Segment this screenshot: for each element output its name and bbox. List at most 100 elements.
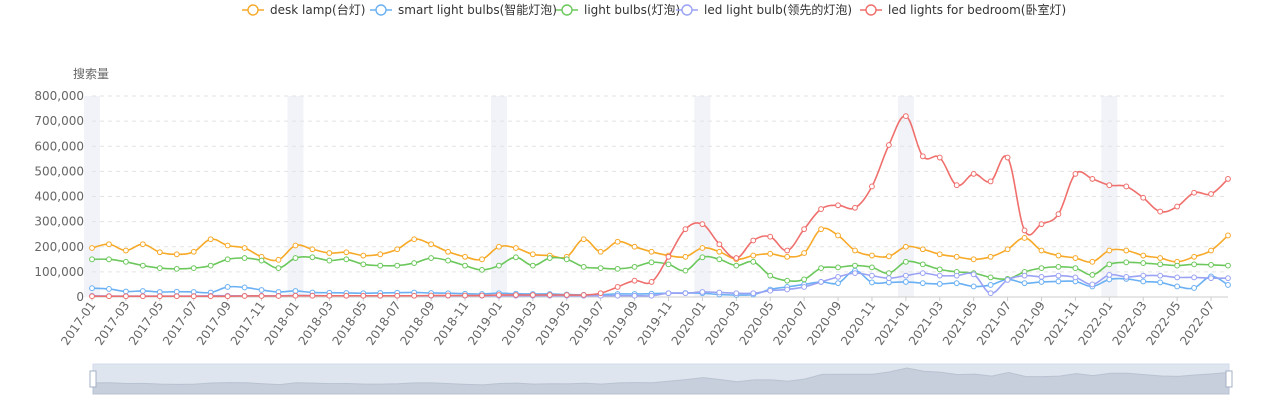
data-point	[716, 256, 723, 263]
data-point	[512, 254, 519, 261]
data-point	[750, 252, 757, 259]
datazoom-slider[interactable]	[89, 363, 1233, 395]
series-4	[89, 113, 1231, 300]
data-point	[1106, 271, 1113, 278]
data-point	[733, 290, 740, 297]
data-point	[1140, 260, 1147, 266]
data-point	[936, 281, 943, 287]
legend-item[interactable]: light bulbs(灯泡)	[556, 3, 680, 17]
data-point	[156, 249, 163, 256]
data-point	[1123, 274, 1130, 280]
data-point	[631, 263, 638, 270]
data-point	[190, 248, 197, 255]
data-point	[835, 264, 841, 271]
data-point	[682, 267, 689, 274]
zoom-preview	[92, 367, 1230, 395]
data-point	[123, 258, 129, 265]
data-point	[1191, 274, 1197, 281]
zoom-handle-left[interactable]	[89, 370, 97, 388]
data-point	[343, 256, 350, 263]
data-point	[563, 292, 570, 298]
data-point	[902, 243, 909, 250]
data-point	[343, 292, 350, 299]
data-point	[1021, 235, 1028, 241]
data-point	[445, 292, 451, 299]
data-point	[902, 113, 909, 119]
data-point	[767, 272, 774, 279]
data-point	[411, 260, 418, 266]
data-point	[224, 256, 231, 263]
data-point	[190, 265, 197, 272]
data-point	[936, 251, 943, 258]
data-point	[190, 293, 197, 300]
data-point	[1038, 221, 1045, 228]
data-point	[699, 289, 706, 295]
y-tick-label: 600,000	[34, 139, 84, 153]
data-point	[1174, 203, 1181, 210]
data-point	[987, 282, 994, 288]
data-point	[648, 248, 655, 255]
data-point	[750, 237, 757, 244]
legend-item[interactable]: led light bulb(领先的灯泡)	[676, 2, 852, 17]
data-point	[241, 255, 248, 261]
legend-item[interactable]: desk lamp(台灯)	[242, 2, 365, 17]
legend[interactable]: desk lamp(台灯) smart light bulbs(智能灯泡) ligh…	[242, 2, 1066, 17]
data-point	[156, 293, 163, 300]
data-point	[885, 253, 892, 260]
data-point	[936, 154, 943, 161]
data-point	[1072, 265, 1079, 272]
data-point	[1140, 272, 1147, 279]
data-point	[597, 290, 604, 297]
data-point	[292, 242, 299, 249]
data-point	[529, 251, 536, 258]
legend-label: smart light bulbs(智能灯泡)	[398, 2, 557, 17]
zoom-handle-right[interactable]	[1225, 370, 1233, 388]
data-point	[869, 279, 875, 286]
y-tick-label: 100,000	[34, 265, 84, 279]
data-point	[970, 271, 977, 278]
data-point	[953, 182, 960, 189]
data-point	[139, 241, 146, 248]
data-point	[428, 255, 435, 261]
data-point	[1072, 274, 1079, 281]
data-point	[292, 255, 299, 261]
data-point	[665, 290, 672, 297]
data-point	[818, 226, 824, 233]
data-point	[1004, 154, 1011, 161]
data-point	[682, 290, 689, 297]
data-point	[631, 243, 638, 250]
data-point	[665, 261, 672, 268]
legend-item[interactable]: led lights for bedroom(卧室灯)	[860, 2, 1066, 17]
data-point	[428, 241, 435, 248]
data-point	[462, 292, 468, 299]
data-point	[1038, 274, 1045, 280]
data-point	[818, 265, 824, 272]
data-point	[123, 293, 129, 300]
data-point	[1140, 194, 1147, 201]
data-point	[1208, 247, 1214, 254]
data-point	[1225, 282, 1231, 288]
data-point	[953, 253, 960, 260]
data-point	[241, 293, 248, 299]
data-point	[258, 257, 265, 264]
data-point	[292, 292, 299, 299]
data-point	[394, 246, 401, 253]
legend-item[interactable]: smart light bulbs(智能灯泡)	[370, 2, 557, 17]
data-point	[496, 243, 502, 250]
data-point	[919, 270, 926, 277]
data-point	[852, 247, 858, 254]
data-point	[139, 288, 146, 294]
data-point	[1038, 265, 1045, 272]
data-point	[1140, 252, 1147, 259]
data-point	[1055, 211, 1062, 217]
data-point	[818, 279, 824, 285]
data-point	[919, 261, 926, 268]
data-point	[258, 287, 265, 293]
data-point	[750, 258, 757, 265]
y-tick-label: 400,000	[34, 190, 84, 204]
data-point	[89, 293, 95, 300]
data-point	[902, 279, 909, 285]
data-point	[699, 245, 706, 251]
data-point	[1089, 271, 1096, 278]
